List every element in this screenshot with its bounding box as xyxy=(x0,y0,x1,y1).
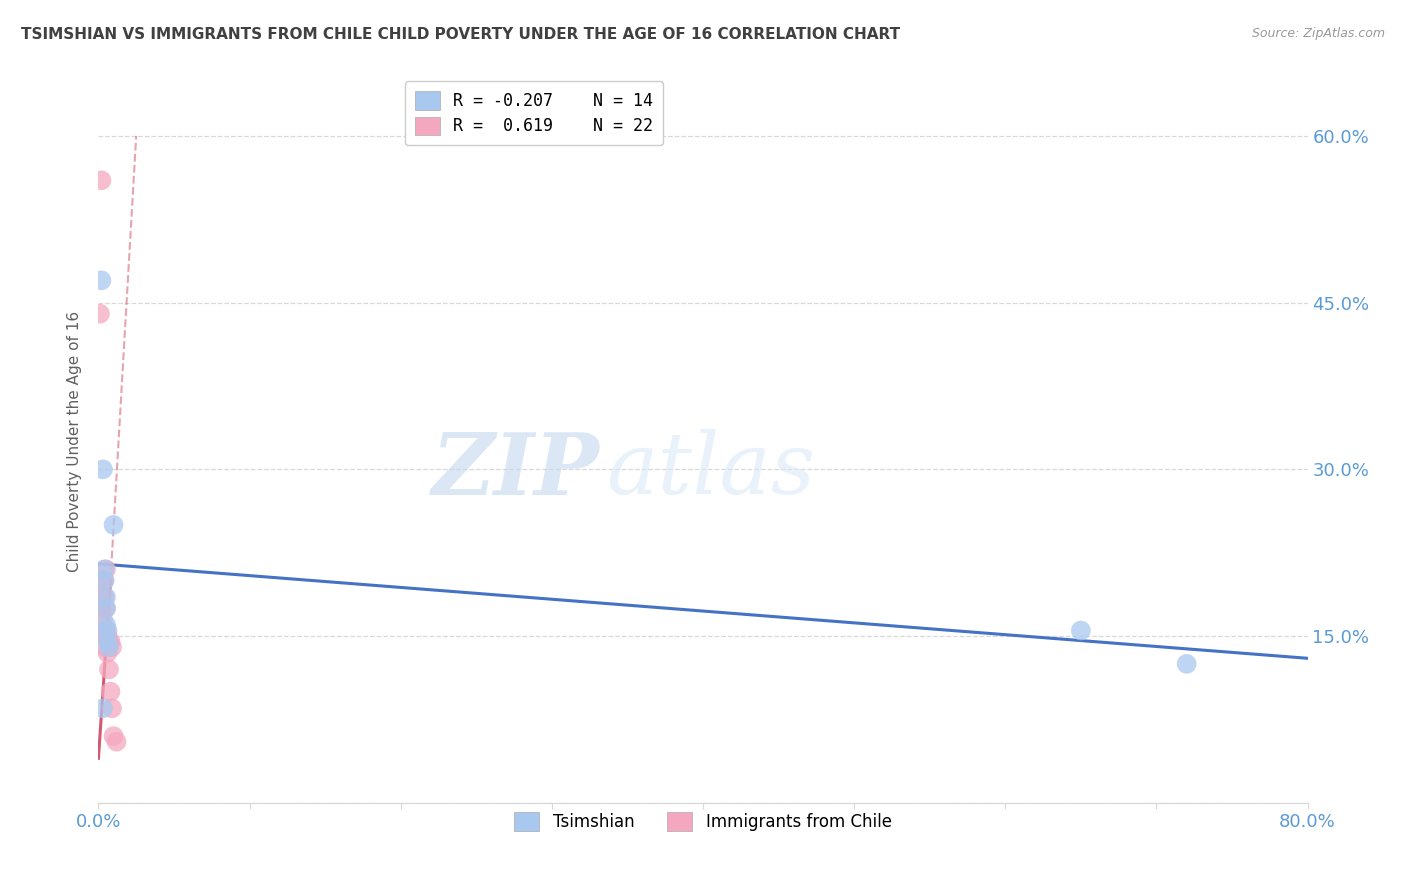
Point xyxy=(90,173,112,187)
Point xyxy=(91,462,114,476)
Point xyxy=(93,562,115,576)
Y-axis label: Child Poverty Under the Age of 16: Child Poverty Under the Age of 16 xyxy=(67,311,83,572)
Point xyxy=(1175,657,1198,671)
Point xyxy=(101,640,124,655)
Point xyxy=(103,729,125,743)
Text: Source: ZipAtlas.com: Source: ZipAtlas.com xyxy=(1251,27,1385,40)
Point xyxy=(93,590,115,604)
Point xyxy=(100,684,122,698)
Point xyxy=(94,562,117,576)
Legend: Tsimshian, Immigrants from Chile: Tsimshian, Immigrants from Chile xyxy=(508,805,898,838)
Point xyxy=(91,624,114,638)
Point xyxy=(94,590,117,604)
Point xyxy=(101,701,124,715)
Point xyxy=(94,601,117,615)
Point xyxy=(90,601,112,615)
Point xyxy=(100,634,122,648)
Point xyxy=(94,618,117,632)
Text: atlas: atlas xyxy=(606,429,815,512)
Point xyxy=(91,701,114,715)
Point xyxy=(96,634,118,648)
Point xyxy=(93,640,115,655)
Point xyxy=(90,590,112,604)
Point xyxy=(93,574,115,588)
Point xyxy=(93,574,115,588)
Point xyxy=(90,273,112,287)
Point xyxy=(89,574,111,588)
Point xyxy=(96,624,118,638)
Point xyxy=(94,624,117,638)
Point xyxy=(98,662,121,676)
Text: ZIP: ZIP xyxy=(433,429,600,512)
Point xyxy=(98,634,121,648)
Point xyxy=(98,640,121,655)
Point xyxy=(96,629,118,643)
Point xyxy=(105,734,128,748)
Point xyxy=(94,601,117,615)
Point xyxy=(91,612,114,626)
Point xyxy=(89,307,111,321)
Point xyxy=(96,646,118,660)
Point xyxy=(1070,624,1092,638)
Text: TSIMSHIAN VS IMMIGRANTS FROM CHILE CHILD POVERTY UNDER THE AGE OF 16 CORRELATION: TSIMSHIAN VS IMMIGRANTS FROM CHILE CHILD… xyxy=(21,27,900,42)
Point xyxy=(103,517,125,532)
